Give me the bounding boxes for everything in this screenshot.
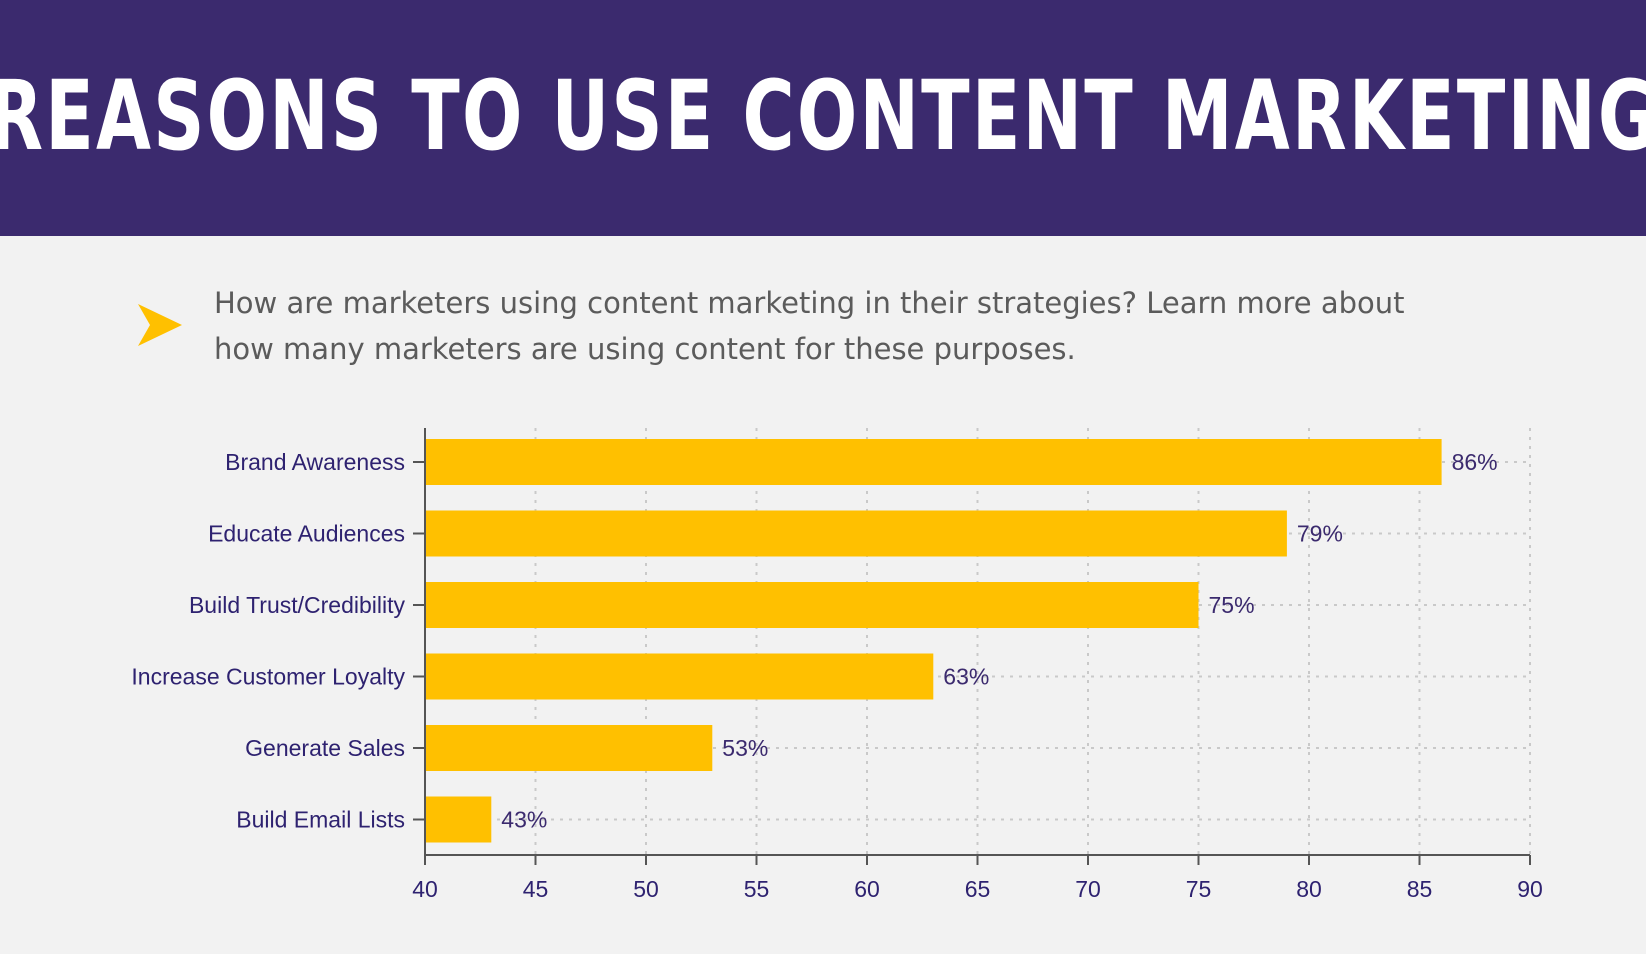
chart-bars <box>426 439 1442 843</box>
bar <box>426 653 934 700</box>
category-label: Build Email Lists <box>236 807 405 833</box>
bar <box>426 510 1287 557</box>
x-tick-label: 80 <box>1296 876 1322 902</box>
chart-labels: Brand Awareness 86% Educate Audiences 79% Bu… <box>131 449 1542 902</box>
arrow-right-icon-shape <box>138 304 182 346</box>
x-tick-label: 70 <box>1075 876 1101 902</box>
x-tick-label: 85 <box>1407 876 1433 902</box>
x-tick-label: 45 <box>523 876 549 902</box>
category-label: Educate Audiences <box>208 521 405 547</box>
chart-grid <box>425 428 1531 855</box>
value-label: 63% <box>943 664 989 690</box>
category-label: Increase Customer Loyalty <box>131 664 405 690</box>
category-label: Build Trust/Credibility <box>189 592 406 618</box>
header-banner: REASONS TO USE CONTENT MARKETING <box>0 0 1646 236</box>
chart-axes <box>413 428 1531 865</box>
category-label: Generate Sales <box>245 735 405 761</box>
x-tick-label: 55 <box>744 876 770 902</box>
value-label: 86% <box>1452 449 1498 475</box>
x-tick-label: 50 <box>633 876 659 902</box>
page-title: REASONS TO USE CONTENT MARKETING <box>0 60 1646 172</box>
value-label: 79% <box>1297 521 1343 547</box>
category-label: Brand Awareness <box>225 449 405 475</box>
bar <box>426 439 1442 485</box>
bar <box>426 796 492 843</box>
x-tick-label: 75 <box>1186 876 1212 902</box>
value-label: 53% <box>722 735 768 761</box>
bar <box>426 725 713 771</box>
value-label: 43% <box>501 807 547 833</box>
intro-text: How are marketers using content marketin… <box>214 286 1405 366</box>
x-tick-label: 65 <box>965 876 991 902</box>
bar <box>426 582 1199 628</box>
value-label: 75% <box>1209 592 1255 618</box>
x-tick-label: 60 <box>854 876 880 902</box>
x-tick-label: 40 <box>412 876 438 902</box>
x-tick-label: 90 <box>1517 876 1543 902</box>
arrow-right-icon <box>138 304 182 346</box>
intro-section: How are marketers using content marketin… <box>138 280 1538 390</box>
